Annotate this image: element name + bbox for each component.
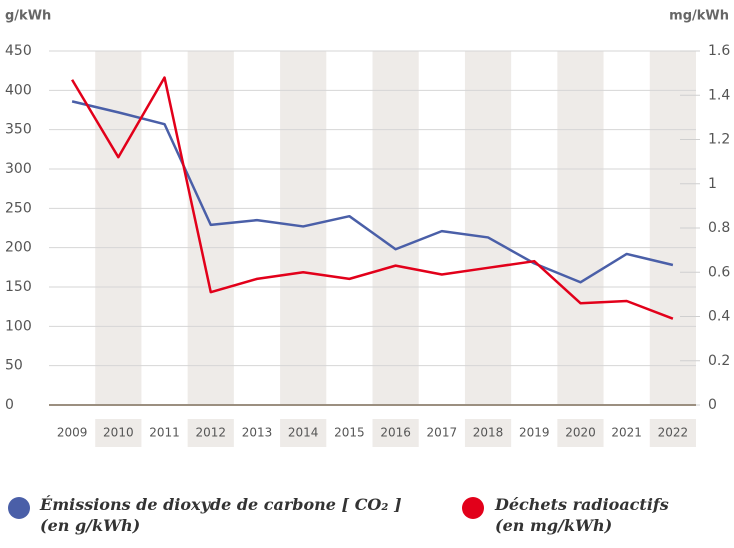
y2-tick-label: 1.2 [708, 132, 730, 148]
label-band [95, 419, 142, 447]
y2-axis-label: mg/kWh [669, 9, 729, 24]
series-line [71, 100, 674, 284]
column-band [187, 51, 234, 405]
x-tick-label: 2022 [658, 426, 689, 440]
label-band [649, 419, 696, 447]
y-tick-label: 100 [5, 318, 32, 334]
x-tick-label: 2018 [473, 426, 504, 440]
label-band [280, 419, 327, 447]
y-tick-label: 400 [5, 82, 32, 98]
x-tick-label: 2014 [288, 426, 319, 440]
x-tick-label: 2019 [519, 426, 550, 440]
column-band [372, 51, 419, 405]
y2-tick-label: 0 [708, 397, 717, 413]
y-tick-label: 200 [5, 240, 32, 256]
x-tick-label: 2016 [380, 426, 411, 440]
x-tick-label: 2013 [242, 426, 273, 440]
legend-entry: Déchets radioactifs (en mg/kWh) [495, 495, 669, 535]
y2-tick-label: 1.6 [708, 43, 730, 59]
label-band [187, 419, 234, 447]
x-tick-label: 2009 [57, 426, 88, 440]
column-band [557, 51, 604, 405]
y2-tick-label: 0.4 [708, 309, 730, 325]
y2-tick-label: 0.6 [708, 264, 730, 280]
y-tick-label: 150 [5, 279, 32, 295]
x-tick-label: 2020 [565, 426, 596, 440]
x-tick-label: 2010 [103, 426, 134, 440]
y-tick-label: 450 [5, 43, 32, 59]
x-tick-label: 2017 [427, 426, 458, 440]
y2-tick-label: 0.2 [708, 353, 730, 369]
y-tick-label: 50 [5, 358, 23, 374]
y-tick-label: 250 [5, 200, 32, 216]
legend-entry: Émissions de dioxyde de carbone [ CO₂ ] … [40, 495, 402, 535]
label-band [372, 419, 419, 447]
y-tick-label: 300 [5, 161, 32, 177]
x-tick-label: 2012 [195, 426, 226, 440]
column-band [95, 51, 142, 405]
y2-tick-label: 1.4 [708, 87, 730, 103]
column-band [280, 51, 327, 405]
chart: g/kWh mg/kWh 2009 2010 2011 2012 2013 2014 201… [5, 9, 730, 447]
y-axis-label: g/kWh [5, 9, 51, 24]
y-tick-label: 350 [5, 122, 32, 138]
label-band [557, 419, 604, 447]
x-tick-label: 2015 [334, 426, 365, 440]
series-line [71, 76, 674, 320]
legend-swatch [462, 497, 484, 519]
column-band [464, 51, 512, 405]
y2-tick-label: 0.8 [708, 220, 730, 236]
x-tick-label: 2011 [149, 426, 180, 440]
legend-swatch [8, 497, 30, 519]
y-tick-label: 0 [5, 397, 14, 413]
label-band [464, 419, 512, 447]
x-tick-label: 2021 [611, 426, 642, 440]
y2-tick-label: 1 [708, 176, 717, 192]
